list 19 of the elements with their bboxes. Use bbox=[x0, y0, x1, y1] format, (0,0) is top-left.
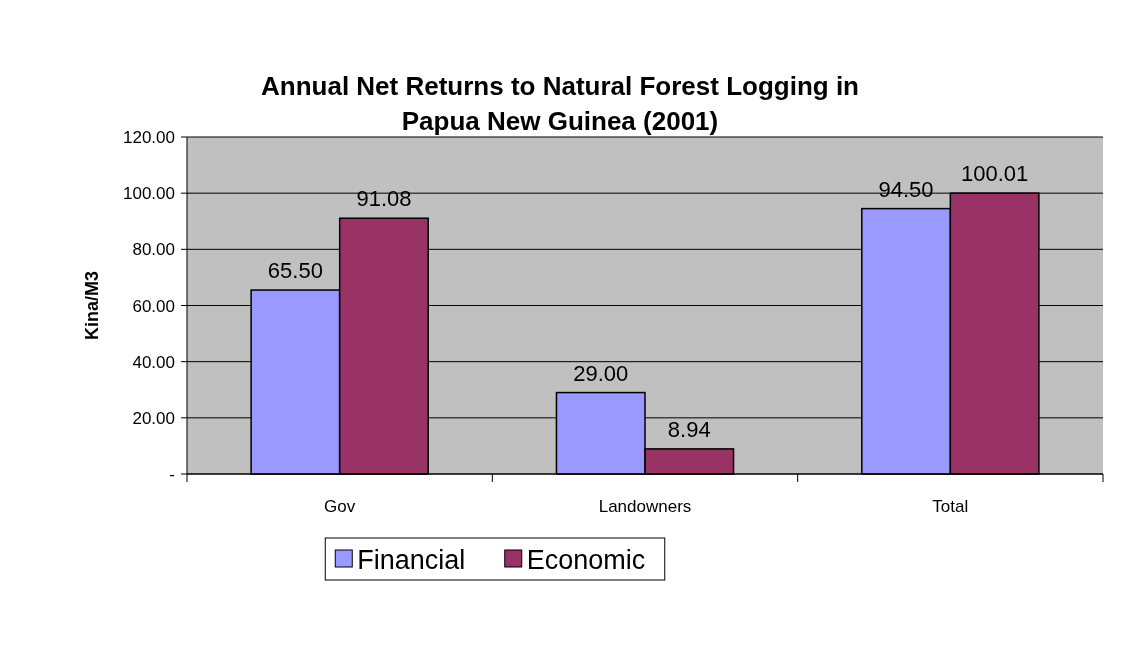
x-tick-label: Landowners bbox=[598, 497, 692, 516]
chart-title: Annual Net Returns to Natural Forest Logging in Papua New Guinea (2001) bbox=[261, 71, 859, 136]
data-label: 8.94 bbox=[667, 416, 711, 442]
legend-label: Financial bbox=[357, 545, 466, 575]
y-tick-label: 80.00 bbox=[132, 240, 175, 260]
data-label: 91.08 bbox=[356, 186, 412, 212]
data-label: 29.00 bbox=[573, 360, 629, 386]
y-tick-label: 40.00 bbox=[132, 352, 175, 372]
x-tick-label: Gov bbox=[324, 497, 356, 516]
y-tick-label: 60.00 bbox=[132, 296, 175, 316]
legend-label: Economic bbox=[526, 545, 646, 575]
data-label: 100.01 bbox=[960, 161, 1029, 187]
y-tick-label: 120.00 bbox=[123, 128, 175, 147]
data-label: 65.50 bbox=[267, 258, 323, 284]
y-tick-label: 20.00 bbox=[132, 408, 175, 428]
y-axis-title: Kina/M3 bbox=[82, 270, 102, 341]
x-tick-label: Total bbox=[932, 497, 969, 516]
y-tick-label: - bbox=[169, 465, 175, 484]
y-tick-label: 100.00 bbox=[123, 184, 175, 204]
